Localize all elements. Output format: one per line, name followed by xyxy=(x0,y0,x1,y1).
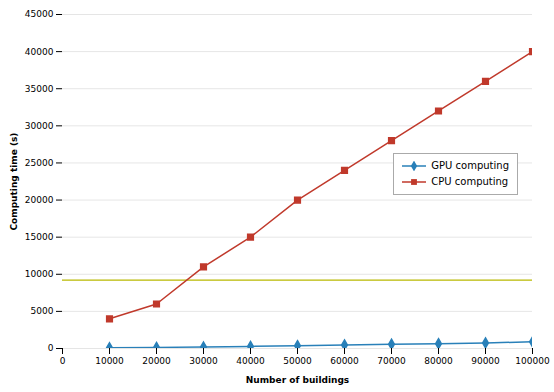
svg-text:60000: 60000 xyxy=(330,356,359,366)
svg-text:Computing time (s): Computing time (s) xyxy=(9,133,19,231)
html-text:CPU computing: CPU computing xyxy=(431,176,509,188)
svg-text:40000: 40000 xyxy=(25,46,54,56)
svg-text:70000: 70000 xyxy=(377,356,406,366)
html-text:GPU computing: GPU computing xyxy=(431,160,509,172)
svg-text:25000: 25000 xyxy=(25,158,54,168)
svg-text:50000: 50000 xyxy=(283,356,312,366)
svg-text:100000: 100000 xyxy=(515,356,550,366)
svg-text:Number of buildings: Number of buildings xyxy=(246,375,349,385)
svg-text:80000: 80000 xyxy=(424,356,453,366)
svg-text:35000: 35000 xyxy=(25,84,54,94)
svg-text:30000: 30000 xyxy=(25,121,54,131)
svg-text:0: 0 xyxy=(60,356,66,366)
svg-text:10000: 10000 xyxy=(25,269,54,279)
svg-text:40000: 40000 xyxy=(236,356,265,366)
svg-text:30000: 30000 xyxy=(189,356,218,366)
svg-text:45000: 45000 xyxy=(25,9,54,19)
svg-text:20000: 20000 xyxy=(142,356,171,366)
svg-text:15000: 15000 xyxy=(25,232,54,242)
svg-text:5000: 5000 xyxy=(31,306,54,316)
svg-text:10000: 10000 xyxy=(95,356,124,366)
svg-text:0: 0 xyxy=(48,343,54,353)
svg-text:90000: 90000 xyxy=(471,356,500,366)
svg-text:20000: 20000 xyxy=(25,195,54,205)
